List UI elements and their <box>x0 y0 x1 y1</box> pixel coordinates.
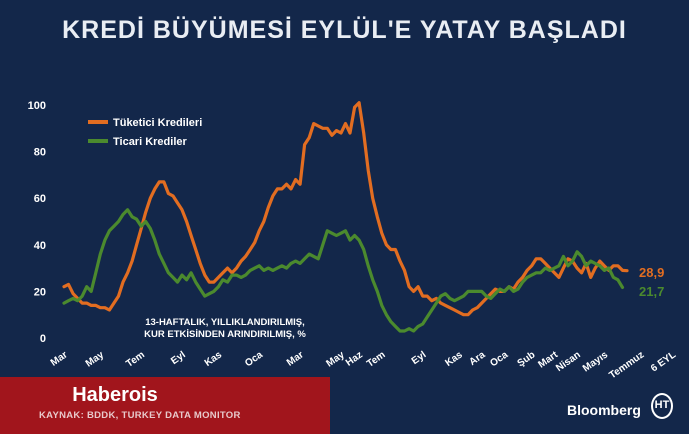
x-tick-label: Temmuz <box>607 349 646 381</box>
x-tick-label: Mar <box>285 349 306 368</box>
legend-label: Tüketici Kredileri <box>113 117 202 129</box>
brand-logo-text: HT <box>654 399 670 411</box>
y-tick-label: 40 <box>34 240 46 252</box>
chart-title: KREDİ BÜYÜMESİ EYLÜL'E YATAY BAŞLADI <box>62 16 627 44</box>
x-tick-label: Eyl <box>410 349 429 367</box>
annotation-line: KUR ETKİSİNDEN ARINDIRILMIŞ, % <box>144 329 306 340</box>
x-tick-label: Mar <box>49 349 70 368</box>
watermark: Haberois <box>72 384 158 406</box>
x-tick-label: Oca <box>488 349 510 369</box>
source-text: KAYNAK: BDDK, TURKEY DATA MONITOR <box>39 410 241 421</box>
legend-label: Ticari Krediler <box>113 136 187 148</box>
x-tick-label: Ara <box>467 349 487 368</box>
end-labels: 28,9 21,7 <box>639 265 664 299</box>
x-tick-label: Tem <box>124 349 147 369</box>
x-tick-label: Şub <box>516 349 538 369</box>
x-tick-label: 6 EYL <box>649 349 678 374</box>
y-tick-label: 80 <box>34 147 46 159</box>
x-tick-label: Kas <box>443 349 465 369</box>
annotation-line: 13-HAFTALIK, YILLIKLANDIRILMIŞ, <box>145 317 305 328</box>
y-tick-label: 60 <box>34 193 46 205</box>
y-tick-label: 0 <box>40 333 46 345</box>
x-tick-label: Mayıs <box>581 349 610 374</box>
y-tick-label: 20 <box>34 286 46 298</box>
end-value-label: 28,9 <box>639 265 664 280</box>
x-tick-label: Haz <box>344 349 365 368</box>
series-line-consumer <box>62 101 629 317</box>
legend: Tüketici Kredileri Ticari Krediler <box>88 117 202 148</box>
brand-logo-icon: HT <box>651 393 673 419</box>
annotation: 13-HAFTALIK, YILLIKLANDIRILMIŞ,KUR ETKİS… <box>144 317 306 340</box>
x-tick-label: Nisan <box>554 349 583 374</box>
brand-name: Bloomberg <box>567 402 641 418</box>
y-axis: 0 20 40 60 80 100 <box>28 100 46 345</box>
series-line-commercial <box>62 208 625 333</box>
end-value-label: 21,7 <box>639 284 664 299</box>
footer-band <box>0 377 330 434</box>
x-tick-label: Eyl <box>169 349 188 367</box>
x-tick-label: Kas <box>203 349 225 369</box>
x-tick-label: Oca <box>243 349 265 369</box>
x-tick-label: Tem <box>365 349 388 369</box>
x-tick-label: May <box>84 349 107 369</box>
series-layer <box>62 101 629 333</box>
y-tick-label: 100 <box>28 100 46 112</box>
